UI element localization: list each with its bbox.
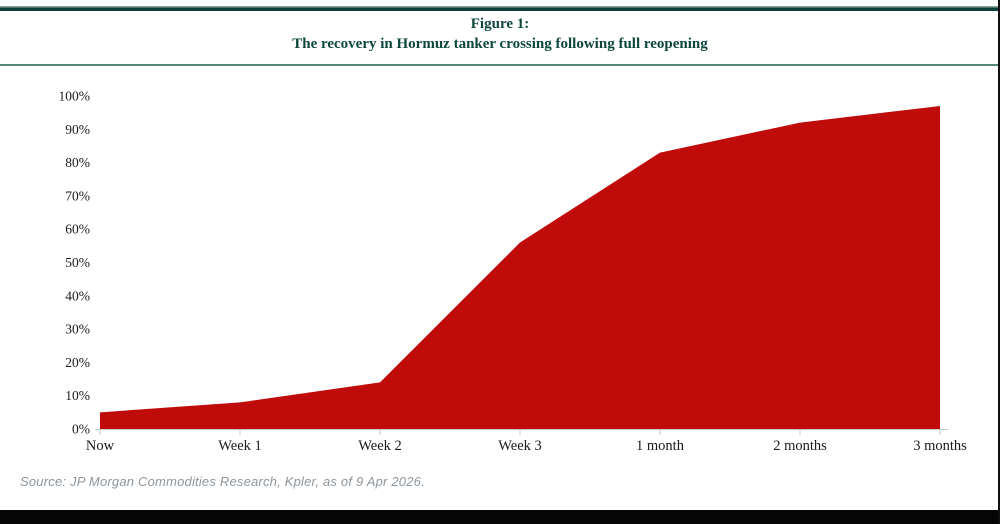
y-axis-label: 60% <box>65 222 90 237</box>
x-axis-label: Now <box>86 438 115 454</box>
y-axis-label: 10% <box>65 388 90 403</box>
y-axis-label: 40% <box>65 288 90 303</box>
top-rule <box>0 6 1000 11</box>
y-axis-label: 90% <box>65 122 90 137</box>
bottom-bar <box>0 510 1000 524</box>
figure-title: Figure 1: <box>470 16 530 32</box>
x-axis-label: 2 months <box>773 438 827 454</box>
header-divider <box>0 64 1000 66</box>
y-axis-label: 70% <box>65 188 90 203</box>
x-axis-label: 3 months <box>913 438 967 454</box>
y-axis-label: 20% <box>65 355 90 370</box>
figure-subtitle: The recovery in Hormuz tanker crossing f… <box>292 36 708 52</box>
y-axis-label: 50% <box>65 255 90 270</box>
x-axis-label: Week 2 <box>358 438 402 454</box>
recovery-area <box>100 105 940 430</box>
y-axis-label: 0% <box>72 422 90 437</box>
x-axis-label: 1 month <box>636 438 685 454</box>
y-axis-label: 100% <box>59 89 91 104</box>
right-edge-line <box>998 0 1000 524</box>
y-axis-label: 30% <box>65 322 90 337</box>
x-axis-label: Week 3 <box>498 438 542 454</box>
source-note: Source: JP Morgan Commodities Research, … <box>20 474 425 489</box>
figure-header: Figure 1: The recovery in Hormuz tanker … <box>0 14 1000 54</box>
y-axis-label: 80% <box>65 155 90 170</box>
x-axis-label: Week 1 <box>218 438 262 454</box>
